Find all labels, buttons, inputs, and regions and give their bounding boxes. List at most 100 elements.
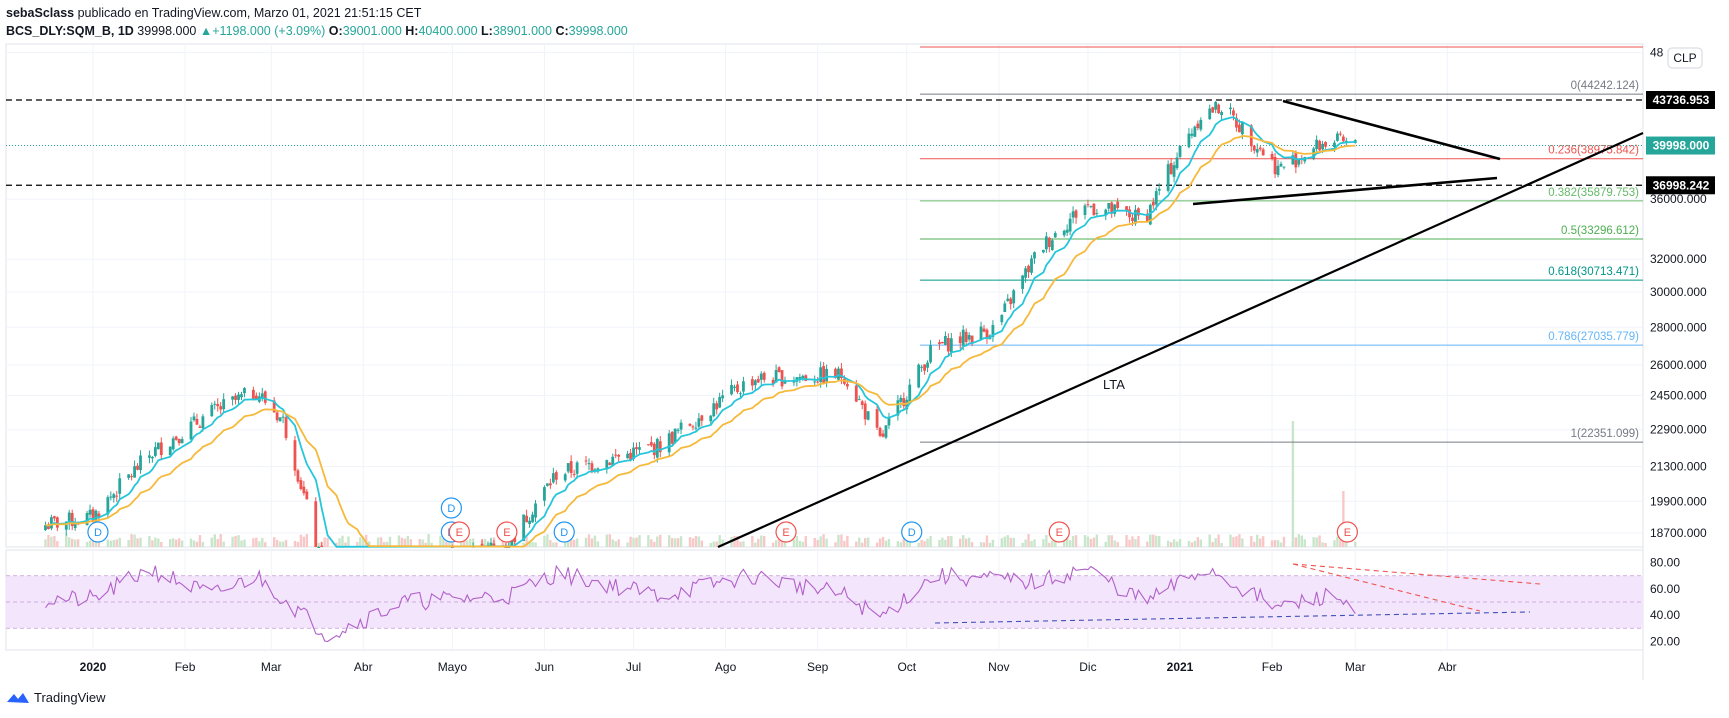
- candle-body: [605, 460, 609, 470]
- candle-body: [1240, 122, 1244, 135]
- volume-bar: [1297, 534, 1301, 547]
- volume-bar: [344, 542, 347, 547]
- volume-bar: [222, 541, 225, 547]
- volume-bar: [754, 542, 757, 547]
- lta-trendline[interactable]: [717, 131, 1644, 549]
- volume-bar: [763, 536, 766, 547]
- volume-bar: [406, 535, 410, 547]
- volume-bar: [700, 540, 704, 547]
- candle-body: [192, 416, 196, 421]
- candle-body: [694, 427, 698, 429]
- candle-body: [670, 431, 674, 444]
- candle-body: [1341, 136, 1345, 142]
- candle-body: [216, 404, 220, 407]
- volume-bar: [1214, 538, 1217, 547]
- symbol-label[interactable]: BCS_DLY:SQM_B, 1D: [6, 24, 134, 38]
- candle-body: [1232, 110, 1235, 116]
- candle-body: [614, 454, 618, 456]
- volume-bar: [709, 542, 712, 547]
- volume-bar: [694, 536, 698, 547]
- volume-bar: [177, 538, 181, 547]
- time-tick-label: Dic: [1079, 660, 1096, 674]
- candle-body: [1217, 104, 1221, 114]
- volume-bar: [1012, 537, 1015, 547]
- volume-bar: [76, 539, 80, 547]
- volume-bar: [1336, 536, 1339, 547]
- candle-body: [1336, 133, 1339, 141]
- price-tag-bg: [1646, 136, 1715, 155]
- volume-bar: [1261, 536, 1265, 547]
- candle-body: [617, 454, 621, 457]
- volume-bar: [1030, 541, 1033, 547]
- triangle-lower-line[interactable]: [1192, 176, 1498, 206]
- volume-bar: [216, 538, 219, 547]
- volume-bar: [1229, 534, 1232, 547]
- candle-body: [1095, 213, 1099, 215]
- candle-body: [985, 329, 989, 338]
- volume-bar: [1086, 536, 1090, 547]
- volume-bar: [180, 540, 184, 547]
- fibonacci-retracement[interactable]: 0(44242.124) 0.236(38975.842) 0.382(35879.…: [920, 46, 1643, 443]
- volume-bar: [528, 540, 531, 547]
- volume-bar: [1158, 536, 1161, 547]
- volume-bar: [626, 542, 629, 547]
- volume-bar: [715, 541, 718, 547]
- price-tick-label: 22900.000: [1650, 423, 1707, 437]
- earnings-marker[interactable]: E: [1048, 521, 1070, 543]
- candle-body: [1030, 258, 1033, 273]
- candle-body: [219, 406, 223, 410]
- candle-body: [970, 335, 974, 343]
- volume-bar: [1033, 539, 1036, 547]
- tradingview-logo[interactable]: TradingView: [6, 690, 106, 705]
- last-price: 39998.000: [137, 24, 197, 38]
- volume-bar: [1003, 536, 1006, 547]
- candle-body: [819, 367, 823, 383]
- earnings-marker[interactable]: E: [775, 521, 797, 543]
- volume-bar: [451, 538, 454, 547]
- volume-bar: [816, 539, 819, 547]
- candle-body: [1211, 107, 1215, 113]
- event-markers[interactable]: DDDDDEEEEE: [87, 497, 1358, 543]
- candle-body: [210, 405, 214, 417]
- trendlines[interactable]: LTA: [717, 99, 1644, 549]
- candle-body: [1071, 211, 1075, 218]
- volume-bar: [1146, 541, 1149, 547]
- volume-bar: [774, 540, 778, 547]
- volume-bar: [855, 541, 858, 547]
- candle-body: [240, 394, 243, 398]
- candle-body: [115, 495, 119, 497]
- candle-body: [908, 384, 912, 402]
- volume-bar: [47, 534, 50, 547]
- triangle-upper-line[interactable]: [1282, 99, 1501, 161]
- candle-body: [774, 370, 778, 383]
- volume-bar: [534, 542, 537, 547]
- candle-body: [139, 455, 142, 471]
- currency-badge[interactable]: CLP: [1667, 47, 1703, 69]
- candle-body: [1047, 237, 1051, 248]
- price-tick-label: 30000.000: [1650, 285, 1707, 299]
- earnings-marker[interactable]: E: [1336, 521, 1358, 543]
- dividend-marker[interactable]: D: [87, 521, 109, 543]
- volume-bar: [587, 534, 591, 547]
- volume-bar: [195, 541, 199, 547]
- dividend-marker[interactable]: D: [553, 521, 575, 543]
- candle-body: [531, 514, 534, 523]
- volume-bar: [1196, 537, 1200, 547]
- volume-bar: [822, 534, 825, 547]
- rsi-support-line[interactable]: [934, 611, 1531, 624]
- volume-bar: [792, 539, 796, 547]
- author-name[interactable]: sebaSclass: [6, 6, 75, 20]
- up-arrow-icon: ▲: [199, 24, 213, 38]
- volume-bar: [468, 538, 472, 547]
- dividend-marker[interactable]: D: [901, 521, 923, 543]
- candle-body: [47, 525, 50, 529]
- volume-bar: [605, 534, 609, 547]
- earnings-marker[interactable]: E: [448, 521, 470, 543]
- volume-bar: [1116, 542, 1119, 547]
- candle-body: [1137, 208, 1140, 216]
- earnings-marker[interactable]: E: [496, 521, 518, 543]
- volume-bar: [795, 535, 799, 547]
- candles-layer: [44, 100, 1357, 548]
- dividend-marker[interactable]: D: [440, 497, 462, 519]
